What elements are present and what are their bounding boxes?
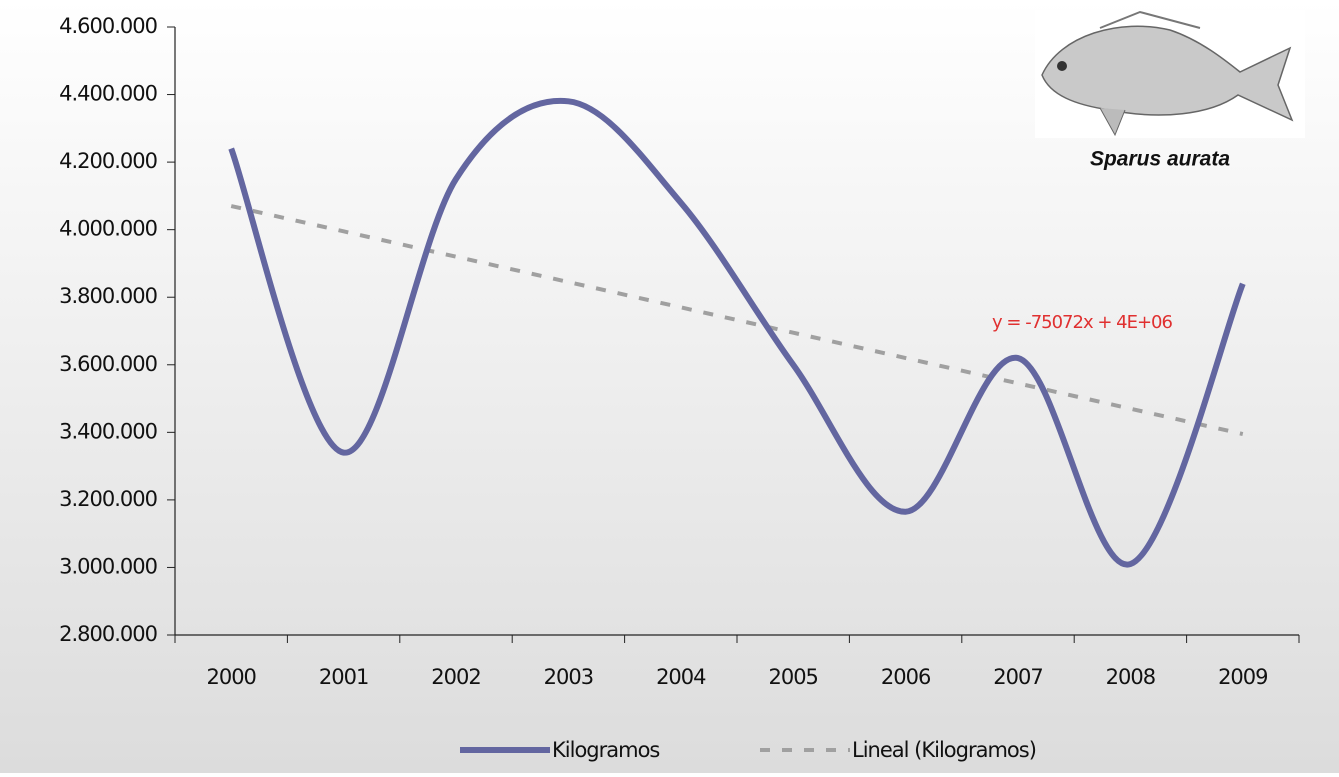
x-tick-label: 2003 <box>544 665 593 689</box>
image-caption: Sparus aurata <box>1090 148 1230 171</box>
y-tick-label: 3.800.000 <box>59 284 157 308</box>
y-tick-label: 4.400.000 <box>59 82 157 106</box>
legend-label: Lineal (Kilogramos) <box>852 738 1036 762</box>
x-tick-label: 2001 <box>319 665 368 689</box>
y-tick-label: 4.600.000 <box>59 14 157 38</box>
y-tick-label: 3.200.000 <box>59 487 157 511</box>
x-tick-label: 2006 <box>881 665 931 689</box>
x-tick-label: 2007 <box>993 665 1042 689</box>
x-tick-label: 2000 <box>206 665 255 689</box>
x-tick-label: 2004 <box>656 665 706 689</box>
legend-label: Kilogramos <box>552 738 659 762</box>
y-tick-label: 3.400.000 <box>59 419 157 443</box>
y-tick-label: 4.200.000 <box>59 149 157 173</box>
y-tick-label: 3.600.000 <box>59 352 157 376</box>
y-tick-label: 4.000.000 <box>59 217 157 241</box>
x-tick-label: 2002 <box>431 665 480 689</box>
line-series <box>230 204 1244 436</box>
y-tick-label: 2.800.000 <box>59 622 157 646</box>
trend-equation: y = -75072x + 4E+06 <box>992 312 1172 333</box>
fish-illustration <box>1035 10 1305 138</box>
line-series <box>228 97 1246 568</box>
y-tick-label: 3.000.000 <box>59 554 157 578</box>
x-tick-label: 2008 <box>1106 665 1155 689</box>
x-tick-label: 2009 <box>1218 665 1267 689</box>
x-tick-label: 2005 <box>768 665 817 689</box>
